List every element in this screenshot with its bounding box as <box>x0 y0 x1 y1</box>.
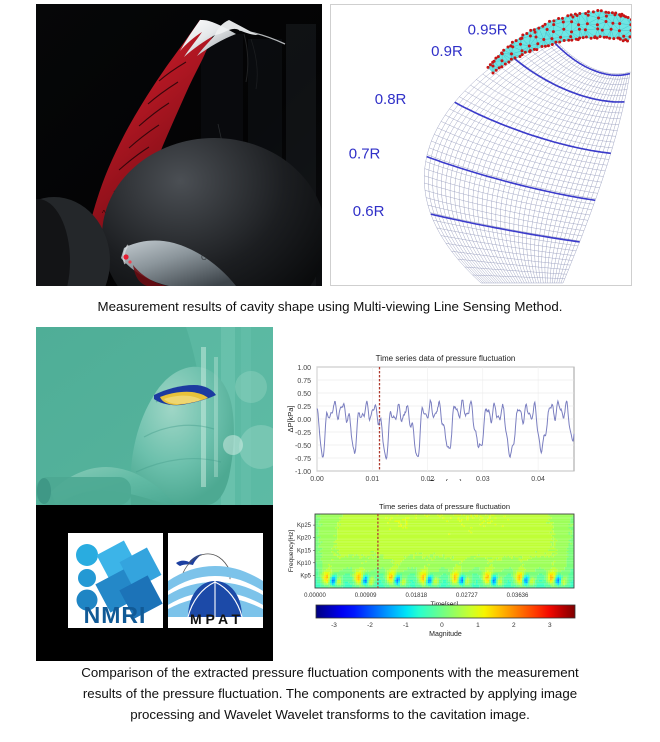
svg-text:-2: -2 <box>367 622 373 629</box>
svg-text:0.03: 0.03 <box>476 476 490 481</box>
svg-text:0.00000: 0.00000 <box>304 593 326 599</box>
svg-text:0.03636: 0.03636 <box>507 593 529 599</box>
svg-text:0.02727: 0.02727 <box>456 593 478 599</box>
svg-text:0.00909: 0.00909 <box>355 593 377 599</box>
svg-text:0.25: 0.25 <box>297 404 311 411</box>
svg-text:2: 2 <box>512 622 516 629</box>
svg-text:Kp15: Kp15 <box>297 548 312 554</box>
svg-text:-1: -1 <box>403 622 409 629</box>
svg-text:0.01: 0.01 <box>365 476 379 481</box>
svg-text:0.50: 0.50 <box>297 391 311 398</box>
svg-text:0.7R: 0.7R <box>349 146 381 163</box>
svg-text:0.6R: 0.6R <box>353 203 385 220</box>
svg-text:0.00: 0.00 <box>310 476 324 481</box>
svg-text:Time series data of pressure f: Time series data of pressure fluctuation <box>376 354 516 363</box>
svg-text:NMRI: NMRI <box>84 602 147 628</box>
svg-text:-0.50: -0.50 <box>295 443 311 450</box>
svg-text:Magnitude: Magnitude <box>429 631 462 638</box>
svg-text:0.01818: 0.01818 <box>405 593 427 599</box>
svg-text:0.8R: 0.8R <box>375 91 407 108</box>
svg-text:-0.75: -0.75 <box>295 456 311 463</box>
svg-text:Kp10: Kp10 <box>297 561 312 567</box>
svg-text:ΔP[kPa]: ΔP[kPa] <box>286 405 295 432</box>
svg-text:-3: -3 <box>331 622 337 629</box>
svg-text:0.95R: 0.95R <box>468 21 508 38</box>
svg-text:-1.00: -1.00 <box>295 469 311 476</box>
svg-text:Kp5: Kp5 <box>300 573 311 579</box>
svg-text:Time[sec]: Time[sec] <box>429 478 461 481</box>
svg-text:3: 3 <box>548 622 552 629</box>
svg-text:C: C <box>201 253 207 262</box>
svg-text:M P A T: M P A T <box>190 611 240 627</box>
svg-text:1: 1 <box>476 622 480 629</box>
svg-text:Kp20: Kp20 <box>297 536 312 542</box>
svg-text:Frequency[Hz]: Frequency[Hz] <box>288 530 295 572</box>
svg-text:0: 0 <box>440 622 444 629</box>
svg-text:0.75: 0.75 <box>297 378 311 385</box>
svg-text:0.04: 0.04 <box>531 476 545 481</box>
svg-text:-0.25: -0.25 <box>295 430 311 437</box>
svg-text:1.00: 1.00 <box>297 365 311 372</box>
svg-text:Kp25: Kp25 <box>297 523 312 529</box>
svg-text:0.9R: 0.9R <box>431 43 463 60</box>
svg-text:0.00: 0.00 <box>297 417 311 424</box>
svg-text:Time series data of pressure f: Time series data of pressure fluctuation <box>379 502 510 511</box>
